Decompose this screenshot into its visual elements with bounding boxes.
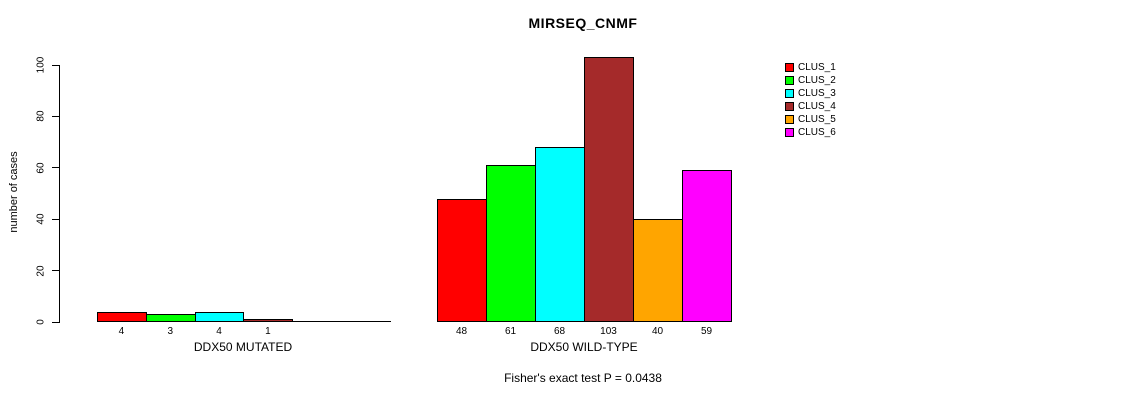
legend-label: CLUS_1 [798, 62, 836, 73]
chart-title: MIRSEQ_CNMF [528, 15, 638, 31]
bar [437, 199, 487, 322]
legend-swatch [785, 63, 794, 72]
bar [584, 57, 634, 322]
legend-swatch [785, 89, 794, 98]
bar [145, 314, 196, 322]
bar-value-label: 68 [553, 326, 566, 337]
bar [682, 170, 732, 322]
legend-label: CLUS_4 [798, 101, 836, 112]
y-tick-label: 0 [35, 319, 47, 325]
bar [243, 319, 294, 322]
y-tick [52, 64, 59, 66]
bar [633, 219, 683, 322]
legend-label: CLUS_6 [798, 127, 836, 138]
y-tick [52, 321, 59, 323]
legend-swatch [785, 115, 794, 124]
legend-label: CLUS_2 [798, 75, 836, 86]
bar [97, 312, 147, 322]
y-tick-label: 80 [35, 110, 47, 122]
y-tick-label: 60 [35, 162, 47, 174]
legend-swatch [785, 128, 794, 137]
y-tick-label: 20 [35, 265, 47, 277]
bar [194, 312, 245, 322]
y-tick [52, 115, 59, 117]
y-tick [52, 167, 59, 169]
bar [486, 165, 536, 322]
bar-value-label: 4 [216, 326, 222, 337]
bar-value-label: 103 [600, 326, 617, 337]
bar-value-label: 3 [167, 326, 174, 337]
bar-value-label: 48 [455, 326, 468, 337]
x-group-label-mutated: DDX50 MUTATED [193, 340, 293, 354]
y-tick [52, 218, 59, 220]
zero-height-bar [341, 321, 391, 322]
y-tick [52, 270, 59, 272]
legend-swatch [785, 102, 794, 111]
fisher-test-annotation: Fisher's exact test P = 0.0438 [504, 371, 662, 385]
x-group-label-wildtype: DDX50 WILD-TYPE [530, 340, 638, 354]
legend-label: CLUS_3 [798, 88, 836, 99]
zero-height-bar [292, 321, 343, 322]
bar-value-label: 59 [700, 326, 713, 337]
y-tick-label: 40 [35, 213, 47, 225]
bar-value-label: 61 [504, 326, 517, 337]
y-tick-label: 100 [35, 56, 47, 74]
y-axis-label: number of cases [8, 151, 20, 233]
legend-label: CLUS_5 [798, 114, 836, 125]
bar [535, 147, 585, 322]
bar-value-label: 40 [651, 326, 664, 337]
bar-value-label: 4 [118, 326, 125, 337]
y-axis-line [59, 65, 60, 323]
legend-swatch [785, 76, 794, 85]
bar-value-label: 1 [265, 326, 271, 337]
